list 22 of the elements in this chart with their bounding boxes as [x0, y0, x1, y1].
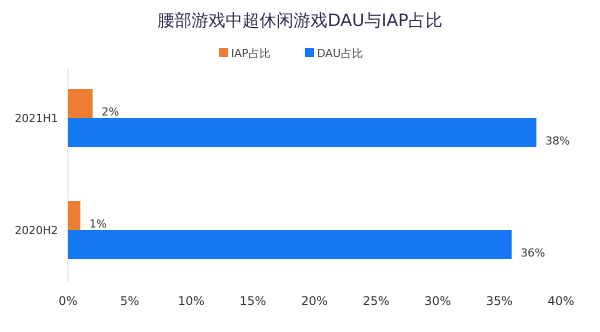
x-tick-label: 15% — [240, 294, 266, 308]
x-tick-label: 5% — [120, 294, 140, 308]
legend-label: IAP占比 — [231, 47, 270, 60]
x-tick-label: 25% — [362, 294, 390, 308]
data-label: 1% — [89, 218, 107, 230]
x-tick-label: 10% — [178, 294, 205, 308]
bar — [68, 230, 512, 259]
x-tick-label: 40% — [548, 294, 574, 308]
y-tick-label: 2020H2 — [14, 224, 58, 237]
x-tick-label: 35% — [486, 294, 513, 308]
data-label: 2% — [102, 106, 120, 118]
x-tick-label: 20% — [301, 294, 328, 308]
y-tick-label: 2021H1 — [14, 112, 58, 125]
data-label: 36% — [520, 246, 546, 260]
chart-title: 腰部游戏中超休闲游戏DAU与IAP占比 — [158, 11, 442, 31]
x-tick-label: 30% — [424, 294, 452, 308]
bar — [68, 89, 93, 118]
bar — [68, 118, 536, 147]
data-label: 38% — [545, 134, 570, 148]
legend-label: DAU占比 — [317, 47, 363, 60]
x-tick-label: 0% — [58, 294, 78, 308]
bar — [68, 201, 80, 230]
